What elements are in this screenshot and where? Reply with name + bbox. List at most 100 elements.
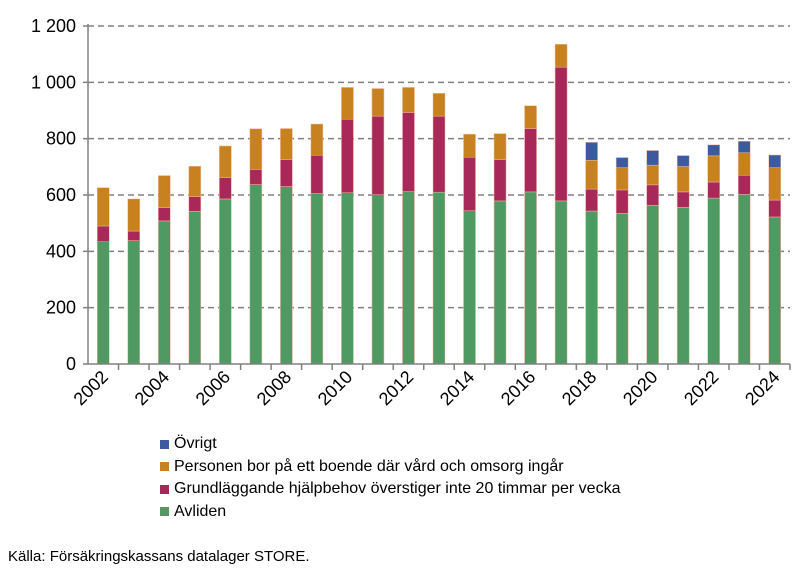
bar-segment — [737, 140, 751, 153]
x-tick-label: 2014 — [436, 367, 478, 409]
bar-segment — [249, 184, 263, 365]
bar-segment — [432, 93, 446, 117]
x-tick-label: 2022 — [680, 367, 722, 409]
x-tick-label: 2004 — [131, 367, 173, 409]
bar-segment — [371, 88, 385, 117]
bar-segment — [402, 87, 415, 113]
bar-segment — [280, 159, 293, 187]
bar-segment — [219, 198, 232, 365]
bar-segment — [310, 123, 324, 156]
bar-segment — [219, 145, 232, 178]
legend-label: Grundläggande hjälpbehov överstiger inte… — [174, 480, 621, 498]
x-tick-label: 2016 — [497, 367, 539, 409]
bar-segment — [554, 66, 568, 202]
bar-segment — [768, 199, 781, 218]
bar-segment — [127, 198, 141, 232]
bar-segment — [463, 133, 476, 158]
bar-segment — [97, 225, 110, 243]
bar-segment — [524, 128, 537, 193]
bar-segment — [493, 200, 507, 365]
y-tick-label: 1 000 — [31, 72, 76, 92]
legend-item-ovrigt: Övrigt — [160, 433, 620, 456]
bar-segment — [524, 105, 537, 129]
bar-segment — [127, 240, 141, 365]
bar-segment — [768, 216, 781, 365]
bar-segment — [676, 166, 690, 193]
bar-segment — [676, 207, 690, 365]
bar-segment — [554, 200, 568, 365]
x-tick-label: 2006 — [192, 367, 234, 409]
bar-segment — [554, 44, 568, 68]
bar-segment — [371, 194, 385, 365]
bar-segment — [463, 210, 476, 365]
y-tick-label: 600 — [46, 185, 76, 205]
legend-item-avliden: Avliden — [160, 501, 620, 524]
bar-segment — [768, 167, 781, 201]
legend-swatch — [160, 484, 169, 494]
bar-segment — [676, 155, 690, 167]
bar-segment — [737, 152, 751, 176]
bar-segment — [280, 186, 293, 365]
bar-segment — [646, 184, 659, 206]
bar-segment — [585, 160, 598, 190]
legend-swatch — [160, 507, 169, 517]
bar-segment — [188, 166, 202, 197]
y-tick-label: 800 — [46, 129, 76, 149]
y-tick-label: 0 — [66, 354, 76, 374]
bar-segment — [432, 191, 446, 365]
bar-segment — [158, 175, 171, 208]
legend-label: Övrigt — [174, 435, 217, 453]
bar-segment — [188, 211, 202, 365]
source-note: Källa: Försäkringskassans datalager STOR… — [8, 548, 310, 565]
legend-label: Avliden — [174, 502, 227, 520]
legend-swatch — [160, 439, 169, 449]
x-tick-label: 2010 — [314, 367, 356, 409]
bar-segment — [676, 191, 690, 208]
bar-segment — [615, 167, 629, 191]
bar-segment — [707, 197, 720, 365]
y-tick-label: 1 200 — [31, 16, 76, 36]
bar-segment — [585, 188, 598, 212]
bar-segment — [524, 191, 537, 365]
bar-segment — [97, 187, 110, 227]
bar-segment — [493, 133, 507, 160]
bar-segment — [737, 194, 751, 365]
bar-segment — [707, 181, 720, 199]
bar-segment — [615, 157, 629, 168]
bar-segment — [615, 189, 629, 214]
bar-segment — [97, 241, 110, 365]
legend-item-hjalpbehov: Grundläggande hjälpbehov överstiger inte… — [160, 478, 620, 501]
bar-segment — [249, 128, 263, 170]
bar-segment — [737, 175, 751, 195]
bar-segment — [249, 169, 263, 185]
bar-segment — [341, 87, 354, 120]
bar-segment — [219, 177, 232, 200]
legend-item-boende: Personen bor på ett boende där vård och … — [160, 456, 620, 479]
bar-segment — [341, 192, 354, 365]
bar-segment — [310, 193, 324, 365]
y-tick-label: 200 — [46, 298, 76, 318]
x-tick-label: 2020 — [619, 367, 661, 409]
x-tick-label: 2012 — [375, 367, 417, 409]
bar-segment — [432, 115, 446, 193]
bar-segment — [646, 205, 659, 365]
x-tick-label: 2008 — [253, 367, 295, 409]
bar-segment — [158, 207, 171, 222]
legend-swatch — [160, 462, 169, 472]
bar-segment — [615, 213, 629, 365]
bar-segment — [646, 150, 659, 166]
bar-segment — [585, 142, 598, 161]
bar-segment — [188, 196, 202, 212]
bar-segment — [646, 164, 659, 186]
bar-segment — [768, 154, 781, 168]
bar-segment — [493, 159, 507, 202]
bar-segment — [585, 210, 598, 365]
x-tick-label: 2024 — [741, 367, 783, 409]
legend-label: Personen bor på ett boende där vård och … — [174, 457, 564, 475]
bar-segment — [707, 155, 720, 183]
bar-segment — [158, 220, 171, 365]
legend: Övrigt Personen bor på ett boende där vå… — [160, 433, 620, 523]
bar-segment — [707, 144, 720, 157]
bar-segment — [463, 157, 476, 212]
